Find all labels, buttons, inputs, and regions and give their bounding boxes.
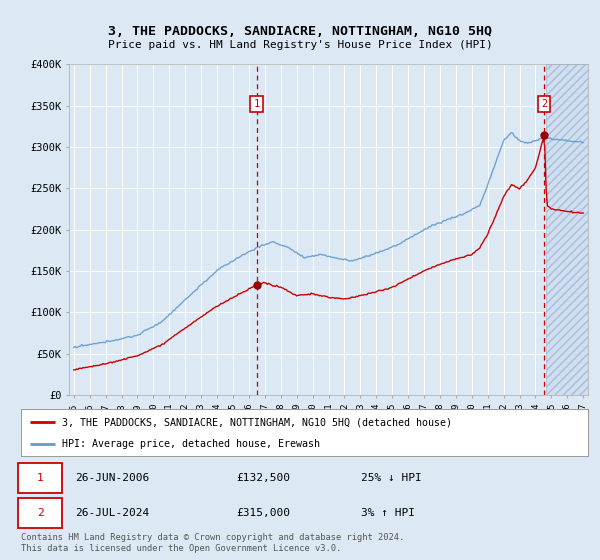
Text: 26-JUN-2006: 26-JUN-2006 <box>75 473 149 483</box>
Text: 2: 2 <box>541 99 548 109</box>
Text: 3, THE PADDOCKS, SANDIACRE, NOTTINGHAM, NG10 5HQ: 3, THE PADDOCKS, SANDIACRE, NOTTINGHAM, … <box>108 25 492 38</box>
Text: 3, THE PADDOCKS, SANDIACRE, NOTTINGHAM, NG10 5HQ (detached house): 3, THE PADDOCKS, SANDIACRE, NOTTINGHAM, … <box>62 417 452 427</box>
Bar <box>546 64 588 395</box>
Text: Contains HM Land Registry data © Crown copyright and database right 2024.
This d: Contains HM Land Registry data © Crown c… <box>21 533 404 553</box>
Text: 25% ↓ HPI: 25% ↓ HPI <box>361 473 422 483</box>
FancyBboxPatch shape <box>18 498 62 528</box>
Text: £315,000: £315,000 <box>236 508 290 518</box>
Text: £132,500: £132,500 <box>236 473 290 483</box>
Text: 2: 2 <box>37 508 44 518</box>
Text: HPI: Average price, detached house, Erewash: HPI: Average price, detached house, Erew… <box>62 439 320 449</box>
Text: 1: 1 <box>253 99 260 109</box>
FancyBboxPatch shape <box>18 463 62 493</box>
Text: Price paid vs. HM Land Registry's House Price Index (HPI): Price paid vs. HM Land Registry's House … <box>107 40 493 50</box>
Text: 26-JUL-2024: 26-JUL-2024 <box>75 508 149 518</box>
Text: 3% ↑ HPI: 3% ↑ HPI <box>361 508 415 518</box>
Text: 1: 1 <box>37 473 44 483</box>
